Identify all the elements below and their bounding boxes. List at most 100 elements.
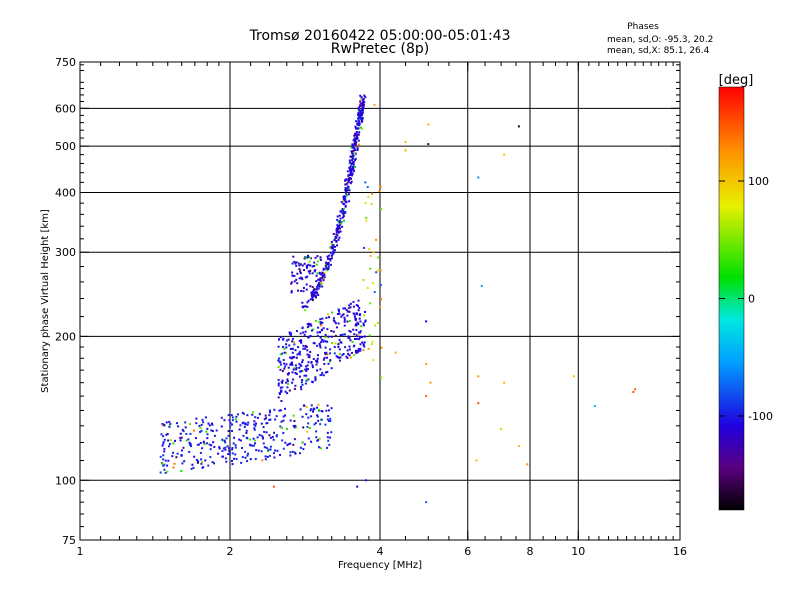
data-point bbox=[164, 471, 167, 474]
data-point bbox=[333, 345, 336, 348]
data-point bbox=[255, 449, 258, 452]
data-point bbox=[212, 441, 215, 444]
data-point bbox=[293, 387, 296, 390]
data-point bbox=[355, 137, 358, 140]
data-point bbox=[326, 370, 329, 373]
data-point bbox=[292, 443, 295, 446]
data-point bbox=[341, 314, 344, 317]
data-point bbox=[280, 420, 283, 423]
data-point bbox=[227, 414, 230, 417]
data-point bbox=[526, 463, 529, 466]
data-point bbox=[477, 176, 480, 179]
data-point bbox=[373, 103, 376, 106]
data-point bbox=[300, 276, 303, 279]
data-point bbox=[268, 411, 271, 414]
data-point bbox=[168, 420, 171, 423]
data-point bbox=[293, 426, 296, 429]
data-point bbox=[331, 247, 334, 250]
data-point bbox=[290, 290, 293, 293]
data-point bbox=[342, 215, 345, 218]
data-point bbox=[228, 447, 231, 450]
data-point bbox=[281, 379, 284, 382]
data-point bbox=[286, 380, 289, 383]
data-point bbox=[313, 270, 316, 273]
data-point bbox=[352, 300, 355, 303]
data-point bbox=[359, 343, 362, 346]
data-point bbox=[305, 365, 308, 368]
data-point bbox=[429, 381, 432, 384]
data-point bbox=[329, 417, 332, 420]
data-point bbox=[171, 455, 174, 458]
data-point bbox=[358, 317, 361, 320]
data-point bbox=[338, 219, 341, 222]
data-point bbox=[264, 458, 267, 461]
data-point bbox=[311, 299, 314, 302]
data-point bbox=[356, 321, 359, 324]
data-point bbox=[206, 433, 209, 436]
data-point bbox=[359, 349, 362, 352]
data-point bbox=[269, 445, 272, 448]
data-point bbox=[196, 443, 199, 446]
data-point bbox=[325, 261, 328, 264]
data-point bbox=[360, 127, 363, 130]
data-point bbox=[351, 161, 354, 164]
data-point bbox=[261, 437, 264, 440]
data-point bbox=[287, 443, 290, 446]
data-point bbox=[277, 345, 280, 348]
data-point bbox=[302, 347, 305, 350]
data-point bbox=[306, 275, 309, 278]
data-point bbox=[292, 368, 295, 371]
data-point bbox=[162, 442, 165, 445]
data-point bbox=[370, 203, 373, 206]
data-point bbox=[291, 381, 294, 384]
data-point bbox=[162, 423, 165, 426]
data-point bbox=[304, 305, 307, 308]
data-point bbox=[359, 331, 362, 334]
data-point bbox=[320, 341, 323, 344]
data-point bbox=[194, 437, 197, 440]
data-point bbox=[332, 232, 335, 235]
data-point bbox=[298, 268, 301, 271]
data-point bbox=[354, 157, 357, 160]
data-point bbox=[359, 330, 362, 333]
data-point bbox=[311, 366, 314, 369]
data-point bbox=[321, 317, 324, 320]
data-point bbox=[333, 249, 336, 252]
data-point bbox=[357, 108, 360, 111]
data-point bbox=[229, 425, 232, 428]
data-point bbox=[227, 434, 230, 437]
data-point bbox=[332, 252, 335, 255]
data-point bbox=[322, 374, 325, 377]
data-point bbox=[326, 356, 329, 359]
data-point bbox=[348, 161, 351, 164]
data-point bbox=[336, 218, 339, 221]
data-point bbox=[309, 409, 312, 412]
data-point bbox=[203, 443, 206, 446]
data-point bbox=[314, 288, 317, 291]
data-point bbox=[363, 314, 366, 317]
data-point bbox=[338, 359, 341, 362]
data-point bbox=[362, 349, 365, 352]
data-point bbox=[298, 264, 301, 267]
data-point bbox=[291, 371, 294, 374]
data-point bbox=[517, 125, 520, 128]
data-point bbox=[307, 416, 310, 419]
data-point bbox=[334, 342, 337, 345]
data-point bbox=[298, 375, 301, 378]
data-point bbox=[254, 416, 257, 419]
data-point bbox=[304, 256, 307, 259]
data-point bbox=[225, 437, 228, 440]
x-tick-label: 6 bbox=[464, 545, 471, 558]
data-point bbox=[333, 352, 336, 355]
data-point bbox=[299, 446, 302, 449]
data-point bbox=[360, 98, 363, 101]
data-point bbox=[302, 344, 305, 347]
data-point bbox=[342, 209, 345, 212]
chart-subtitle: RwPretec (8p) bbox=[331, 41, 429, 57]
data-point bbox=[180, 469, 183, 472]
data-point bbox=[352, 154, 355, 157]
data-point bbox=[202, 440, 205, 443]
colorbar-ticks: 100 0 -100 bbox=[719, 175, 773, 423]
data-point bbox=[300, 339, 303, 342]
x-tick-label: 16 bbox=[673, 545, 687, 558]
